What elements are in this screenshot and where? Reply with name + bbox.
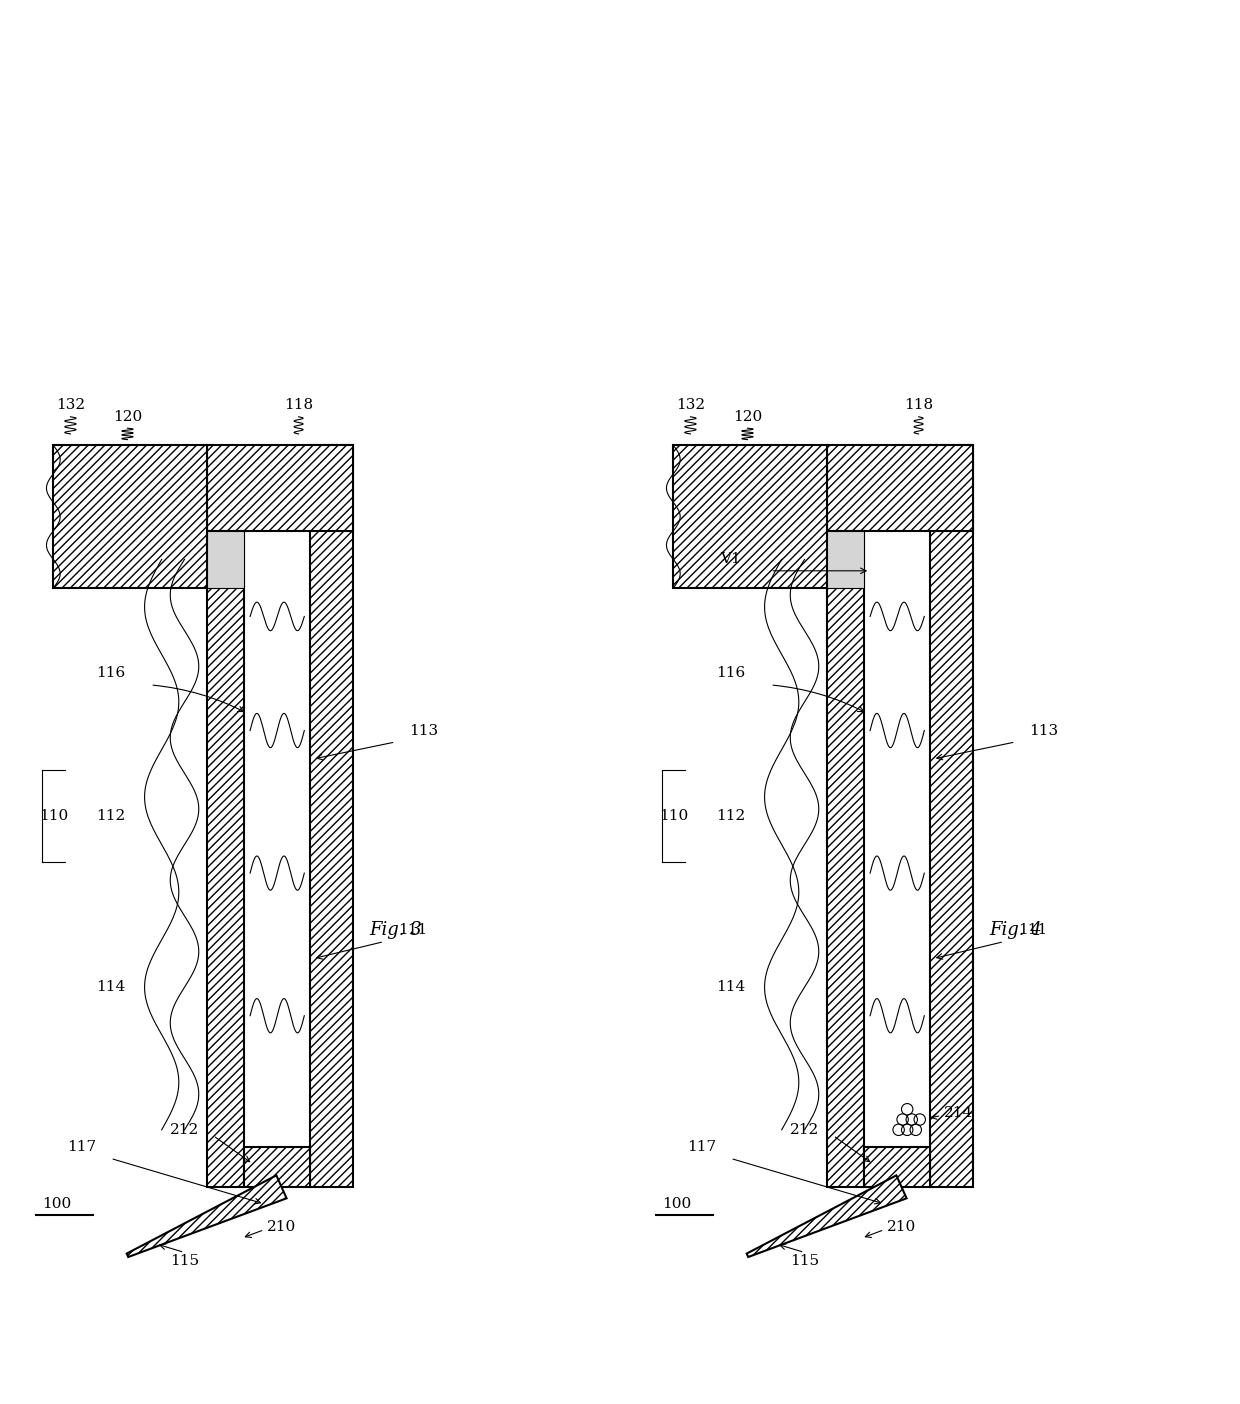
Polygon shape bbox=[126, 1175, 286, 1257]
Text: V1: V1 bbox=[720, 552, 740, 566]
Text: 114: 114 bbox=[95, 980, 125, 994]
Polygon shape bbox=[827, 445, 973, 531]
Text: 214: 214 bbox=[944, 1106, 973, 1119]
Text: 212: 212 bbox=[170, 1123, 200, 1137]
Text: 212: 212 bbox=[790, 1123, 820, 1137]
Polygon shape bbox=[673, 445, 827, 588]
Text: 110: 110 bbox=[658, 809, 688, 823]
Text: Fig. 3: Fig. 3 bbox=[370, 921, 422, 939]
Polygon shape bbox=[244, 1147, 310, 1186]
Polygon shape bbox=[746, 1175, 906, 1257]
Text: 118: 118 bbox=[284, 399, 314, 413]
Text: 116: 116 bbox=[95, 667, 125, 681]
Text: 132: 132 bbox=[676, 399, 706, 413]
Text: 112: 112 bbox=[715, 809, 745, 823]
Text: 118: 118 bbox=[904, 399, 934, 413]
Polygon shape bbox=[207, 445, 353, 531]
Polygon shape bbox=[53, 445, 207, 588]
Polygon shape bbox=[310, 445, 353, 1186]
Text: Fig. 4: Fig. 4 bbox=[990, 921, 1042, 939]
Text: 113: 113 bbox=[1029, 723, 1059, 737]
Text: 210: 210 bbox=[887, 1220, 916, 1234]
Text: 116: 116 bbox=[715, 667, 745, 681]
Polygon shape bbox=[930, 445, 973, 1186]
Text: 115: 115 bbox=[790, 1254, 820, 1268]
Polygon shape bbox=[864, 1147, 930, 1186]
Text: 113: 113 bbox=[409, 723, 439, 737]
Text: 117: 117 bbox=[687, 1140, 717, 1154]
Polygon shape bbox=[207, 531, 244, 1186]
Text: 120: 120 bbox=[113, 410, 143, 424]
Text: 111: 111 bbox=[398, 924, 428, 936]
Polygon shape bbox=[827, 531, 864, 1186]
Text: 117: 117 bbox=[67, 1140, 97, 1154]
Text: 120: 120 bbox=[733, 410, 763, 424]
Text: 112: 112 bbox=[95, 809, 125, 823]
Text: 115: 115 bbox=[170, 1254, 200, 1268]
Text: 100: 100 bbox=[662, 1198, 691, 1212]
Text: 111: 111 bbox=[1018, 924, 1048, 936]
Text: 114: 114 bbox=[715, 980, 745, 994]
Text: 210: 210 bbox=[267, 1220, 296, 1234]
Text: 110: 110 bbox=[38, 809, 68, 823]
Polygon shape bbox=[827, 531, 864, 588]
Polygon shape bbox=[207, 531, 244, 588]
Text: 100: 100 bbox=[42, 1198, 71, 1212]
Text: 132: 132 bbox=[56, 399, 86, 413]
